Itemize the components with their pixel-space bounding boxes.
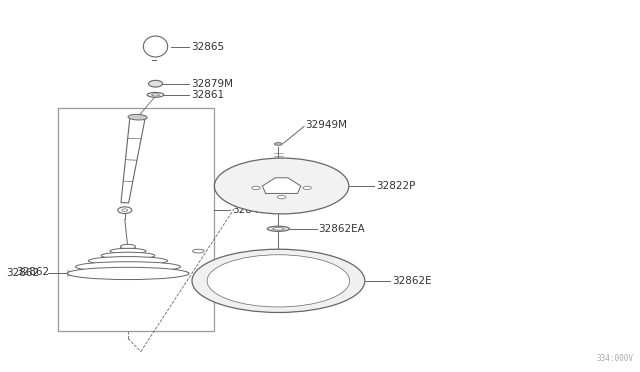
Bar xyxy=(58,108,214,331)
Ellipse shape xyxy=(148,80,163,87)
Ellipse shape xyxy=(214,158,349,214)
Ellipse shape xyxy=(268,226,289,231)
Ellipse shape xyxy=(101,252,155,259)
Ellipse shape xyxy=(120,244,136,249)
Text: 32949M: 32949M xyxy=(305,121,348,130)
Text: 32861: 32861 xyxy=(191,90,224,100)
Text: 32862: 32862 xyxy=(6,269,40,278)
Ellipse shape xyxy=(275,142,282,145)
Ellipse shape xyxy=(278,195,286,199)
Text: 32865: 32865 xyxy=(191,42,224,51)
Ellipse shape xyxy=(273,227,284,230)
Ellipse shape xyxy=(118,207,132,214)
Ellipse shape xyxy=(147,92,164,97)
Ellipse shape xyxy=(252,186,260,190)
Ellipse shape xyxy=(143,36,168,57)
Ellipse shape xyxy=(207,255,349,307)
Text: 32862E: 32862E xyxy=(392,276,431,286)
Ellipse shape xyxy=(303,186,312,190)
Text: 32862: 32862 xyxy=(16,267,49,276)
Ellipse shape xyxy=(192,249,365,312)
Ellipse shape xyxy=(193,249,204,253)
Polygon shape xyxy=(121,117,145,203)
Text: 32841: 32841 xyxy=(232,205,265,215)
Ellipse shape xyxy=(152,94,159,96)
Text: 32879M: 32879M xyxy=(191,79,233,89)
Ellipse shape xyxy=(76,262,180,272)
Text: 32822P: 32822P xyxy=(376,181,415,191)
Ellipse shape xyxy=(128,114,147,120)
Polygon shape xyxy=(262,178,301,193)
Ellipse shape xyxy=(67,269,189,278)
Ellipse shape xyxy=(110,248,146,254)
Ellipse shape xyxy=(88,257,168,265)
Text: 32862EA: 32862EA xyxy=(318,224,365,234)
Text: 334:000V: 334:000V xyxy=(596,354,634,363)
Ellipse shape xyxy=(67,267,189,280)
